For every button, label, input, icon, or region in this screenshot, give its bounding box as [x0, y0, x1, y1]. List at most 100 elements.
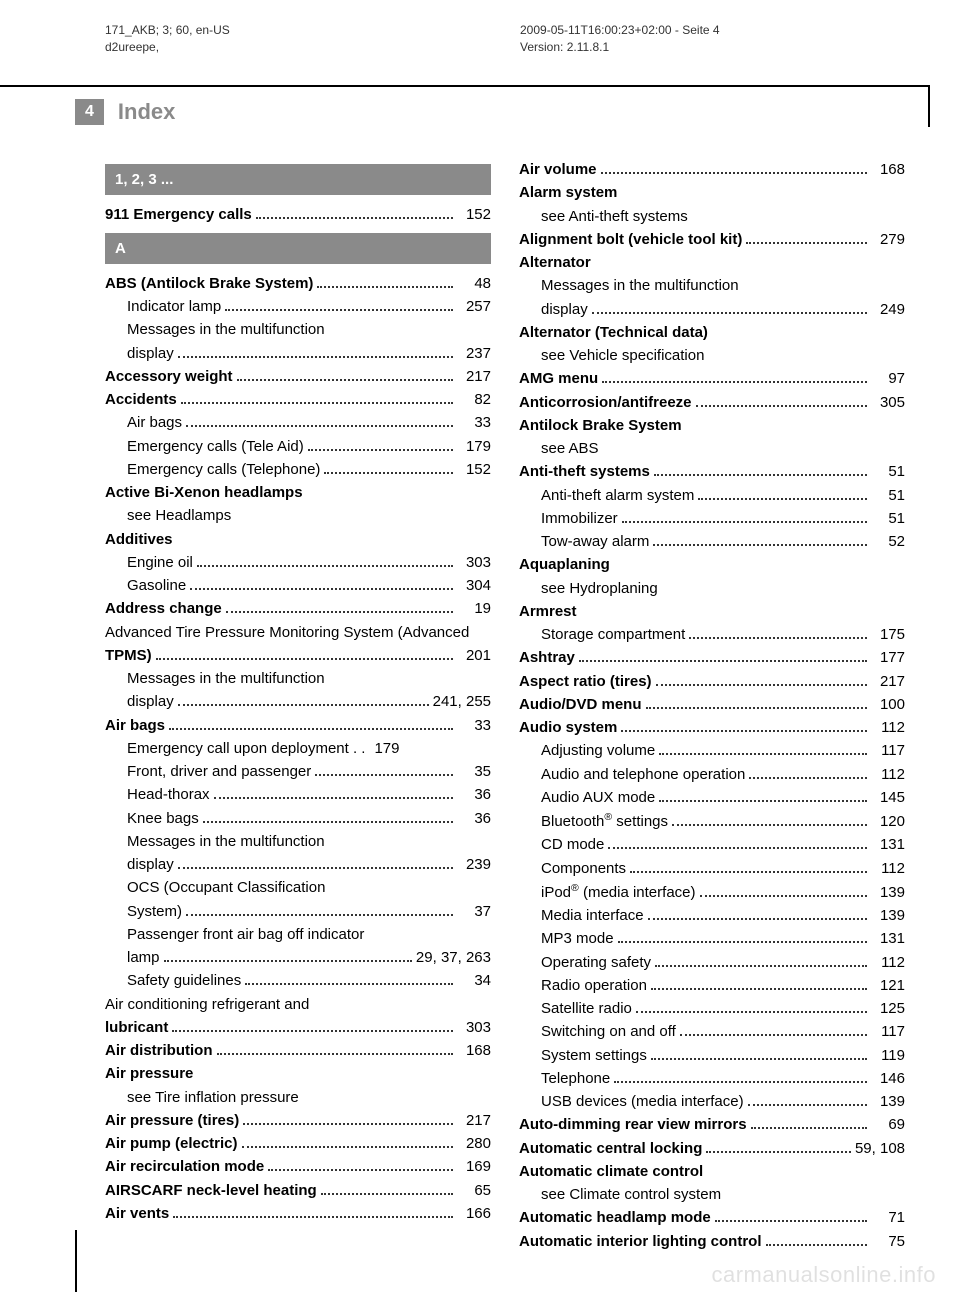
- index-entry-label: Air pump (electric): [105, 1132, 238, 1155]
- index-content: 1, 2, 3 ...911 Emergency calls152AABS (A…: [105, 158, 905, 1253]
- index-entry-label: Accidents: [105, 388, 177, 411]
- index-entry-label: Media interface: [541, 904, 644, 927]
- index-entry-label: Storage compartment: [541, 623, 685, 646]
- index-page-ref: 201: [457, 644, 491, 667]
- leader-dots: [186, 914, 453, 916]
- index-entry-label: Front, driver and passenger: [127, 760, 311, 783]
- index-entry: Air conditioning refrigerant andlubrican…: [105, 993, 491, 1040]
- index-entry-label: Radio operation: [541, 974, 647, 997]
- index-entry: Front, driver and passenger35: [105, 760, 491, 783]
- leader-dots: [197, 565, 453, 567]
- leader-dots: [178, 867, 453, 869]
- leader-dots: [602, 381, 867, 383]
- index-page-ref: 166: [457, 1202, 491, 1225]
- index-entry: Tow-away alarm52: [519, 530, 905, 553]
- leader-dots: [237, 379, 453, 381]
- top-rule: [0, 85, 930, 87]
- index-entry: System settings119: [519, 1044, 905, 1067]
- leader-dots: [173, 1216, 453, 1218]
- leader-dots: [622, 521, 867, 523]
- index-entry-label: OCS (Occupant Classification: [127, 876, 491, 899]
- index-page-ref: 145: [871, 786, 905, 809]
- index-entry: Radio operation121: [519, 974, 905, 997]
- index-entry: Audio AUX mode 145: [519, 786, 905, 809]
- index-entry-label: see Hydroplaning: [541, 577, 658, 600]
- index-entry: Engine oil303: [105, 551, 491, 574]
- meta-left-1: 171_AKB; 3; 60, en-US: [105, 22, 230, 39]
- index-entry: Air pump (electric)280: [105, 1132, 491, 1155]
- index-entry-label: Engine oil: [127, 551, 193, 574]
- index-entry-label: Audio AUX mode: [541, 786, 655, 809]
- index-entry-label: Automatic central locking: [519, 1137, 702, 1160]
- leader-dots: [579, 660, 867, 662]
- index-page-ref: 152: [457, 458, 491, 481]
- index-entry: Audio system112: [519, 716, 905, 739]
- index-entry: Air distribution168: [105, 1039, 491, 1062]
- index-page-ref: 179: [457, 435, 491, 458]
- meta-right-1: 2009-05-11T16:00:23+02:00 - Seite 4: [520, 22, 720, 39]
- leader-dots: [203, 821, 453, 823]
- index-page-ref: 34: [457, 969, 491, 992]
- index-entry: Air vents 166: [105, 1202, 491, 1225]
- watermark: carmanualsonline.info: [711, 1262, 936, 1288]
- leader-dots: [636, 1011, 867, 1013]
- index-entry: Anticorrosion/antifreeze305: [519, 391, 905, 414]
- index-entry: Ashtray177: [519, 646, 905, 669]
- index-page-ref: 51: [871, 484, 905, 507]
- index-entry-label: Knee bags: [127, 807, 199, 830]
- index-page-ref: 239: [457, 853, 491, 876]
- leader-dots: [655, 965, 867, 967]
- page-header: 4 Index: [75, 98, 930, 126]
- index-entry: Address change 19: [105, 597, 491, 620]
- index-page-ref: 112: [871, 716, 905, 739]
- index-page-ref: 120: [871, 810, 905, 833]
- index-entry: Emergency calls (Telephone) 152: [105, 458, 491, 481]
- index-entry-label: Auto-dimming rear view mirrors: [519, 1113, 747, 1136]
- index-entry-label: Air distribution: [105, 1039, 213, 1062]
- index-page-ref: 125: [871, 997, 905, 1020]
- leader-dots: [614, 1081, 867, 1083]
- leader-dots: [651, 988, 867, 990]
- leader-dots: [608, 847, 867, 849]
- index-entry: Antilock Brake System: [519, 414, 905, 437]
- index-page-ref: 146: [871, 1067, 905, 1090]
- index-page-ref: 82: [457, 388, 491, 411]
- leader-dots: [715, 1220, 867, 1222]
- index-entry: Passenger front air bag off indicatorlam…: [105, 923, 491, 970]
- print-meta-left: 171_AKB; 3; 60, en-US d2ureepe,: [105, 22, 230, 56]
- index-entry-label: Air vents: [105, 1202, 169, 1225]
- leader-dots: [654, 474, 867, 476]
- index-entry-label: see ABS: [541, 437, 599, 460]
- index-page-ref: 217: [457, 1109, 491, 1132]
- meta-right-2: Version: 2.11.8.1: [520, 39, 720, 56]
- index-entry: Emergency call upon deployment . .179: [105, 737, 491, 760]
- index-page-ref: 52: [871, 530, 905, 553]
- index-entry-label: Alarm system: [519, 181, 617, 204]
- index-entry-label: Alternator (Technical data): [519, 321, 708, 344]
- leader-dots: [680, 1034, 867, 1036]
- index-entry-label: Emergency calls (Telephone): [127, 458, 320, 481]
- index-entry: Automatic headlamp mode71: [519, 1206, 905, 1229]
- index-entry: Alternator: [519, 251, 905, 274]
- index-entry-label-tail: lamp: [127, 946, 160, 969]
- leader-dots: [700, 895, 868, 897]
- leader-dots: [243, 1123, 453, 1125]
- index-page-ref: 179: [365, 737, 399, 760]
- leader-dots: [656, 684, 867, 686]
- index-entry-label-tail: display: [127, 690, 174, 713]
- leader-dots: [706, 1151, 851, 1153]
- leader-dots: [601, 172, 867, 174]
- index-entry: Messages in the multifunctiondisplay241,…: [105, 667, 491, 714]
- index-page-ref: 131: [871, 833, 905, 856]
- index-entry-label: Bluetooth® settings: [541, 809, 668, 833]
- index-page-ref: 71: [871, 1206, 905, 1229]
- index-entry-label: Operating safety: [541, 951, 651, 974]
- index-page-ref: 19: [457, 597, 491, 620]
- index-entry-label: Air pressure: [105, 1062, 193, 1085]
- leader-dots: [186, 425, 453, 427]
- index-page-ref: 152: [457, 203, 491, 226]
- index-entry: Knee bags36: [105, 807, 491, 830]
- index-entry-label: Audio and telephone operation: [541, 763, 745, 786]
- index-entry-label: Address change: [105, 597, 222, 620]
- index-entry: Audio/DVD menu100: [519, 693, 905, 716]
